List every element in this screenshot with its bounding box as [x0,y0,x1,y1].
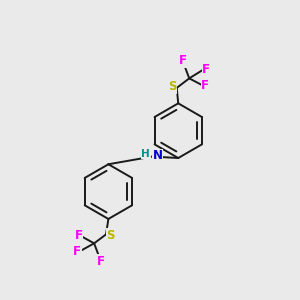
Text: S: S [168,80,177,94]
Text: N: N [153,149,163,162]
Text: F: F [202,63,210,76]
Text: F: F [201,79,209,92]
Text: F: F [178,54,186,67]
Text: S: S [106,229,115,242]
Text: F: F [73,245,81,258]
Text: F: F [75,230,83,242]
Text: F: F [97,255,105,268]
Text: H: H [142,148,150,159]
